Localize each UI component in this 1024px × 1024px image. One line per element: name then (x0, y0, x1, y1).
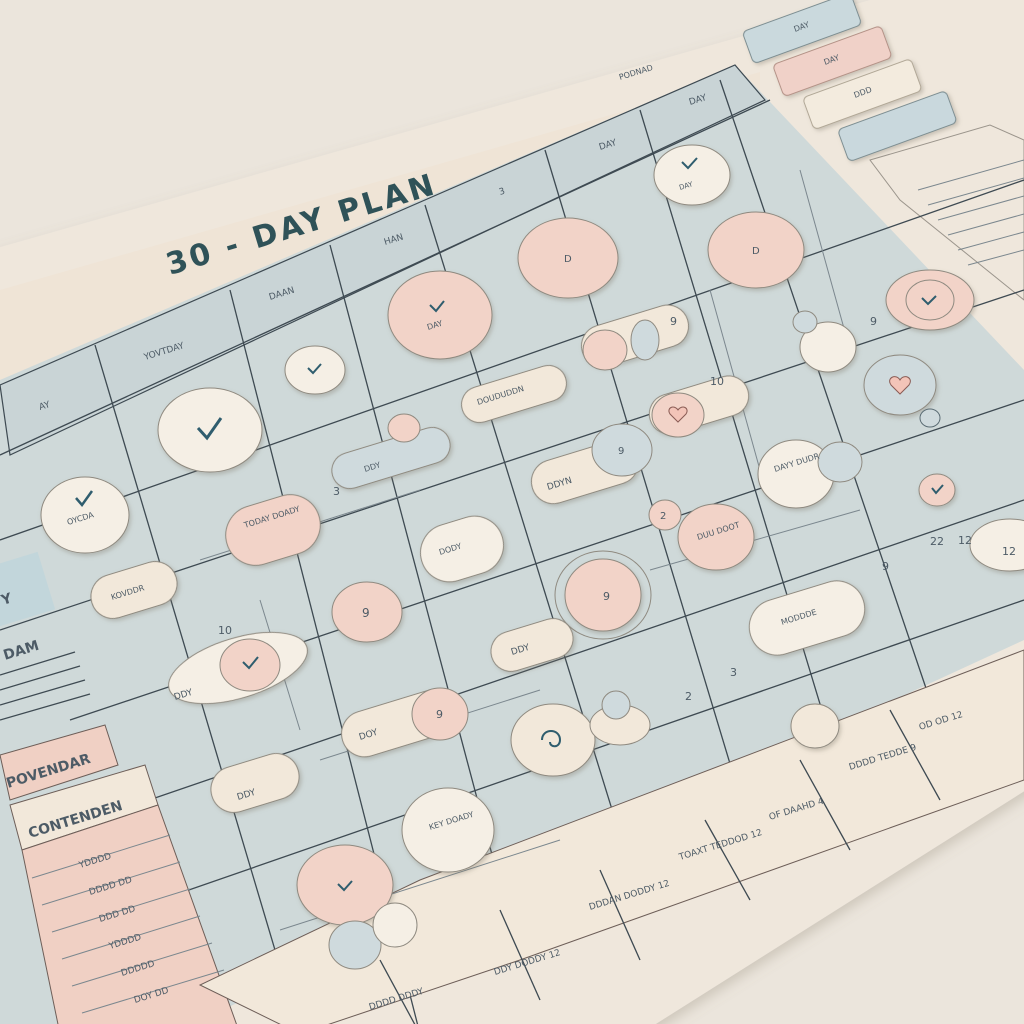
tab-3[interactable] (803, 59, 923, 130)
heart-icon (668, 406, 688, 423)
event-pill[interactable]: DAYY DUDR (757, 439, 863, 509)
event-pill[interactable]: MODDDE (742, 574, 871, 662)
check-marker[interactable] (284, 345, 346, 395)
event-pill[interactable] (863, 354, 941, 428)
event-pill[interactable]: DDY (327, 413, 454, 493)
event-pill[interactable]: DOY 9 (336, 683, 469, 762)
event-pill[interactable]: TODAY DOADY (218, 487, 327, 572)
event-pill[interactable] (969, 518, 1024, 572)
check-marker[interactable] (296, 844, 418, 970)
svg-text:3: 3 (333, 485, 340, 498)
svg-text:22: 22 (930, 535, 944, 548)
event-pill[interactable]: DDY (486, 614, 578, 677)
event-pill[interactable]: 9 (331, 581, 403, 643)
check-icon (429, 300, 445, 313)
check-icon (921, 295, 937, 306)
event-pill[interactable] (790, 703, 840, 749)
svg-text:DAY: DAY (426, 319, 444, 332)
check-marker[interactable]: DAY (387, 270, 493, 360)
event-pill[interactable]: 2 DUU DOOT (648, 499, 755, 571)
check-icon (75, 490, 94, 508)
svg-text:9: 9 (362, 606, 370, 620)
column-header-band (0, 64, 766, 456)
event-markers: OYCDA DAY DAY (40, 144, 1024, 970)
check-marker[interactable]: DAY (653, 144, 731, 206)
check-icon (196, 417, 223, 441)
svg-text:9: 9 (603, 590, 610, 603)
heart-icon (889, 376, 911, 395)
check-icon (307, 363, 322, 375)
event-pill[interactable]: DDY (205, 748, 305, 818)
svg-text:9: 9 (670, 315, 677, 328)
notes-box (869, 124, 1024, 301)
day-numbers: 3 9 9 10 10 12 12 22 3 9 2 9 (218, 315, 1016, 703)
svg-text:3: 3 (730, 666, 737, 679)
check-marker[interactable] (918, 473, 956, 507)
column-header: 3 (498, 187, 506, 198)
event-pill[interactable]: DOUDUDDN (457, 361, 571, 427)
date-marker[interactable]: D (517, 217, 619, 299)
check-icon (337, 880, 353, 892)
svg-text:9: 9 (436, 708, 443, 721)
event-pill[interactable]: 9 DDYN (526, 423, 653, 509)
event-pill[interactable] (510, 690, 651, 777)
svg-text:10: 10 (218, 624, 232, 637)
event-pill[interactable]: KEY DOADY (401, 787, 495, 873)
svg-text:9: 9 (870, 315, 877, 328)
tab-1[interactable] (742, 0, 862, 64)
check-marker[interactable] (157, 387, 263, 473)
svg-text:9: 9 (882, 560, 889, 573)
check-marker[interactable]: DDY (160, 618, 315, 717)
event-pill[interactable] (576, 300, 693, 372)
svg-text:12: 12 (1002, 545, 1016, 558)
tab-2[interactable] (773, 26, 893, 97)
svg-text:10: 10 (710, 375, 724, 388)
swirl-icon (541, 730, 562, 748)
tab-4[interactable] (838, 91, 958, 162)
tab-bar: DAY DAY DDD (742, 0, 958, 162)
svg-text:D: D (752, 246, 760, 257)
event-pill[interactable] (644, 371, 753, 439)
event-pill[interactable]: KOVDDR (85, 556, 182, 624)
check-icon (242, 656, 259, 670)
column-header: AY (38, 400, 52, 413)
check-marker[interactable]: OYCDA (40, 476, 130, 554)
svg-text:D: D (564, 254, 572, 265)
event-pill[interactable] (792, 310, 857, 373)
check-marker[interactable] (885, 269, 975, 331)
svg-text:DAY: DAY (678, 180, 694, 192)
event-pill[interactable]: DODY (413, 509, 510, 589)
check-icon (681, 157, 698, 170)
svg-text:2: 2 (685, 690, 692, 703)
svg-text:12: 12 (958, 534, 972, 547)
svg-text:2: 2 (660, 511, 666, 522)
svg-text:9: 9 (618, 446, 624, 457)
date-marker[interactable]: D (707, 211, 805, 289)
date-marker[interactable] (554, 550, 652, 640)
check-icon (931, 484, 944, 495)
